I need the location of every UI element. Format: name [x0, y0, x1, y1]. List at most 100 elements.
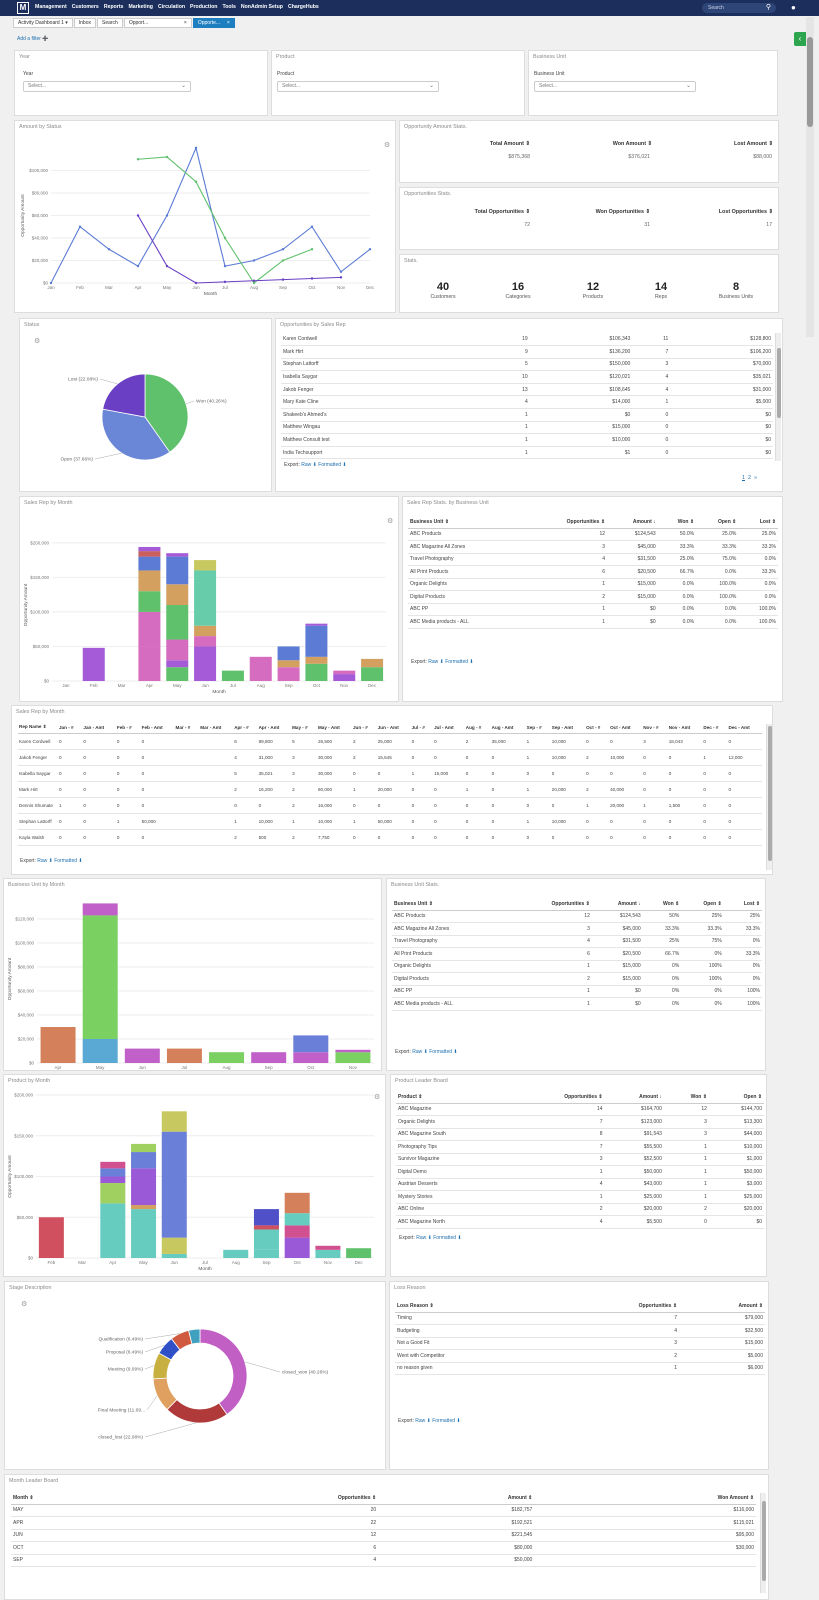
gear-icon[interactable]: ⚙	[384, 142, 391, 149]
column-header[interactable]: Dec - Amt	[727, 722, 762, 734]
product-select[interactable]: Select... ⌄	[277, 81, 439, 92]
export-raw-link[interactable]: Raw ⬇	[416, 1235, 432, 1241]
tab-activity-dashboard[interactable]: Activity Dashboard 1 ▾	[13, 18, 73, 28]
column-header[interactable]: Apr - #	[233, 722, 258, 734]
column-header[interactable]: Jul - Amt	[433, 722, 465, 734]
column-header[interactable]: Lost ⇕	[738, 517, 778, 529]
product-row[interactable]: Austrian Desserts 4 $43,000 1 $3,000	[396, 1178, 764, 1191]
product-row[interactable]: Digital Demo 1 $50,000 1 $50,000	[396, 1165, 764, 1179]
rep-month-row[interactable]: Jakob Fenger 0 0 0 0 4 31,000 3 30,000 2 15,645 0 0 0…	[18, 749, 762, 766]
sales-rep-row[interactable]: Mark Hirt 9 $136,200 7 $106,200	[281, 345, 773, 359]
column-header[interactable]: Open ⇕	[681, 899, 724, 911]
column-header[interactable]: Product ⇕	[396, 1092, 511, 1104]
export-formatted-link[interactable]: Formatted ⬇	[433, 1235, 462, 1241]
export-raw-link[interactable]: Raw ⬇	[301, 462, 317, 468]
tab-search[interactable]: Search	[97, 18, 123, 28]
won-amount-header[interactable]: Won Amount ⇕	[612, 141, 652, 147]
menu-tools[interactable]: Tools	[222, 4, 236, 10]
export-formatted-link[interactable]: Formatted ⬇	[445, 659, 474, 665]
column-header[interactable]: Won ⇕	[642, 899, 682, 911]
product-row[interactable]: ABC Online 2 $20,000 2 $20,000	[396, 1203, 764, 1216]
business-unit-row[interactable]: Travel Photography 4 $31,500 25.0% 75.0% 0.0%	[408, 553, 778, 566]
menu-customers[interactable]: Customers	[71, 4, 99, 10]
export-raw-link[interactable]: Raw ⬇	[412, 1049, 428, 1055]
column-header[interactable]: Amount ⇕	[679, 1301, 765, 1313]
business-unit-row[interactable]: Organic Delights 1 $15,000 0% 100% 0%	[392, 960, 762, 973]
rep-month-row[interactable]: Stephan Lattorff 0 0 1 50,000 1 10,000 1 10,000 1…	[18, 813, 762, 830]
column-header[interactable]: Feb - Amt	[140, 722, 175, 734]
month-row[interactable]: APR 22 $192,521 $115,021	[11, 1516, 756, 1530]
month-row[interactable]: JUN 12 $221,545 $95,000	[11, 1529, 756, 1542]
loss-reason-row[interactable]: Budgeting 4 $32,500	[395, 1324, 765, 1338]
loss-reason-row[interactable]: Timing 7 $79,000	[395, 1312, 765, 1325]
column-header[interactable]: Oct - #	[585, 722, 610, 734]
add-filter-link[interactable]: Add a filter ➕	[17, 36, 49, 42]
page-scrollbar[interactable]	[806, 17, 814, 337]
total-opps-header[interactable]: Total Opportunities ⇕	[474, 209, 530, 215]
export-raw-link[interactable]: Raw ⬇	[37, 858, 53, 864]
product-row[interactable]: Mystery Stories 1 $25,000 1 $25,000	[396, 1190, 764, 1204]
column-header[interactable]: Month ⇕	[11, 1493, 146, 1505]
business-unit-row[interactable]: ABC Magazine All Zones 3 $45,000 33.3% 33.3%…	[392, 922, 762, 936]
column-header[interactable]: Opportunities ⇕	[526, 517, 608, 529]
app-logo[interactable]: M	[17, 2, 29, 14]
column-header[interactable]: Apr - Amt	[257, 722, 292, 734]
column-header[interactable]: Aug - Amt	[490, 722, 526, 734]
menu-production[interactable]: Production	[190, 4, 218, 10]
page-1[interactable]: 1	[742, 475, 745, 481]
menu-reports[interactable]: Reports	[103, 4, 124, 10]
sales-rep-row[interactable]: Matthew Wingau 1 $15,000 0 $0	[281, 421, 773, 435]
column-header[interactable]: Jan - #	[58, 722, 83, 734]
month-row[interactable]: OCT 6 $80,000 $30,000	[11, 1541, 756, 1555]
table-scrollbar[interactable]	[775, 333, 781, 461]
product-row[interactable]: ABC Magazine South 8 $91,543 3 $44,000	[396, 1128, 764, 1141]
column-header[interactable]: Business Unit ⇕	[392, 899, 512, 911]
business-unit-select[interactable]: Select... ⌄	[534, 81, 696, 92]
column-header[interactable]: Mar - Amt	[199, 722, 234, 734]
scrollbar-thumb[interactable]	[807, 37, 813, 127]
search-icon[interactable]: ⚲	[765, 4, 771, 11]
column-header[interactable]: Jul - #	[410, 722, 434, 734]
sales-rep-row[interactable]: Shakeeb's Ahmed's 1 $0 0 $0	[281, 408, 773, 422]
column-header[interactable]: May - #	[291, 722, 317, 734]
column-header[interactable]: Amount ⇕	[378, 1493, 535, 1505]
column-header[interactable]: May - Amt	[316, 722, 352, 734]
column-header[interactable]: Open ⇕	[696, 517, 739, 529]
export-raw-link[interactable]: Raw ⬇	[415, 1418, 431, 1424]
gear-icon[interactable]: ⚙	[374, 1094, 381, 1101]
scrollbar-thumb[interactable]	[762, 1501, 766, 1581]
business-unit-row[interactable]: Travel Photography 4 $31,500 25% 75% 0%	[392, 935, 762, 948]
column-header[interactable]: Opportunities ⇕	[145, 1493, 379, 1505]
column-header[interactable]: Aug - #	[464, 722, 491, 734]
month-row[interactable]: MAY 20 $182,757 $116,000	[11, 1504, 756, 1517]
menu-chargehubs[interactable]: ChargeHubs	[287, 4, 319, 10]
gear-icon[interactable]: ⚙	[34, 338, 41, 345]
column-header[interactable]: Amount ↓	[607, 517, 658, 529]
year-select[interactable]: Select... ⌄	[23, 81, 191, 92]
business-unit-row[interactable]: All Print Products 6 $20,500 66.7% 0.0% 33.3%	[408, 565, 778, 579]
collapse-panel-button[interactable]: ‹	[794, 32, 806, 46]
business-unit-row[interactable]: Digital Products 2 $15,000 0.0% 100.0% 0.0%	[408, 590, 778, 604]
column-header[interactable]: Oct - Amt	[609, 722, 643, 734]
search-input[interactable]: Search ⚲	[702, 3, 776, 13]
business-unit-row[interactable]: ABC Products 12 $124,543 50.0% 25.0% 25.0%	[408, 528, 778, 541]
menu-management[interactable]: Management	[35, 4, 67, 10]
tab-inbox[interactable]: Inbox	[73, 18, 96, 28]
business-unit-row[interactable]: Digital Products 2 $15,000 0% 100% 0%	[392, 972, 762, 986]
column-header[interactable]: Jan - Amt	[82, 722, 116, 734]
loss-reason-row[interactable]: no reason given 1 $6,000	[395, 1362, 765, 1375]
column-header[interactable]: Loss Reason ⇕	[395, 1301, 552, 1313]
column-header[interactable]: Won ⇕	[657, 517, 697, 529]
product-row[interactable]: Survivor Magazine 3 $52,500 1 $1,000	[396, 1153, 764, 1166]
business-unit-row[interactable]: ABC Media products - ALL 1 $0 0% 0% 100%	[392, 997, 762, 1011]
business-unit-row[interactable]: ABC Magazine All Zones 3 $45,000 33.3% 33.3%…	[408, 540, 778, 554]
table-scrollbar[interactable]	[760, 1493, 766, 1593]
rep-month-row[interactable]: Mark Hirt 0 0 0 0 2 16,200 2 60,000 1 20,000 0 0 1 0 1 2…	[18, 781, 762, 798]
month-row[interactable]: SEP 4 $50,000	[11, 1554, 756, 1567]
column-header[interactable]: Won Amount ⇕	[534, 1493, 756, 1505]
loss-reason-row[interactable]: Not a Good Fit 3 $15,000	[395, 1337, 765, 1350]
business-unit-row[interactable]: Organic Delights 1 $15,000 0.0% 100.0% 0.0%	[408, 578, 778, 591]
column-header[interactable]: Jun - #	[351, 722, 377, 734]
close-icon[interactable]: ×	[183, 20, 187, 26]
loss-reason-row[interactable]: Went with Competitor 2 $5,000	[395, 1349, 765, 1363]
